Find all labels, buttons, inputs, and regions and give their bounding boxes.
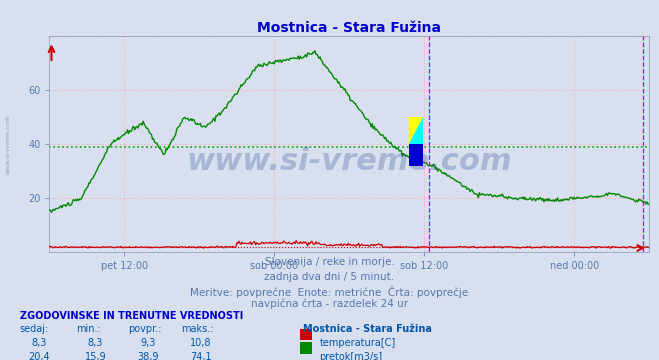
Text: www.si-vreme.com: www.si-vreme.com [5, 114, 11, 174]
Text: 10,8: 10,8 [190, 338, 212, 348]
Text: pretok[m3/s]: pretok[m3/s] [320, 352, 383, 360]
Text: min.:: min.: [76, 324, 101, 334]
Text: 15,9: 15,9 [85, 352, 106, 360]
Text: Slovenija / reke in morje.: Slovenija / reke in morje. [264, 257, 395, 267]
Text: www.si-vreme.com: www.si-vreme.com [186, 147, 512, 176]
Text: zadnja dva dni / 5 minut.: zadnja dva dni / 5 minut. [264, 272, 395, 282]
Text: 74,1: 74,1 [190, 352, 212, 360]
Text: povpr.:: povpr.: [129, 324, 162, 334]
Text: ZGODOVINSKE IN TRENUTNE VREDNOSTI: ZGODOVINSKE IN TRENUTNE VREDNOSTI [20, 311, 243, 321]
Text: Mostnica - Stara Fužina: Mostnica - Stara Fužina [303, 324, 432, 334]
Polygon shape [409, 117, 423, 144]
Text: maks.:: maks.: [181, 324, 214, 334]
Title: Mostnica - Stara Fužina: Mostnica - Stara Fužina [257, 21, 442, 35]
Text: temperatura[C]: temperatura[C] [320, 338, 396, 348]
Text: 20,4: 20,4 [29, 352, 50, 360]
Text: sedaj:: sedaj: [20, 324, 49, 334]
Text: 9,3: 9,3 [140, 338, 156, 348]
Text: navpična črta - razdelek 24 ur: navpična črta - razdelek 24 ur [251, 299, 408, 309]
Polygon shape [409, 117, 423, 144]
Bar [409, 144, 423, 166]
Text: 8,3: 8,3 [88, 338, 103, 348]
Text: Meritve: povprečne  Enote: metrične  Črta: povprečje: Meritve: povprečne Enote: metrične Črta:… [190, 286, 469, 298]
Text: 8,3: 8,3 [32, 338, 47, 348]
Text: 38,9: 38,9 [138, 352, 159, 360]
